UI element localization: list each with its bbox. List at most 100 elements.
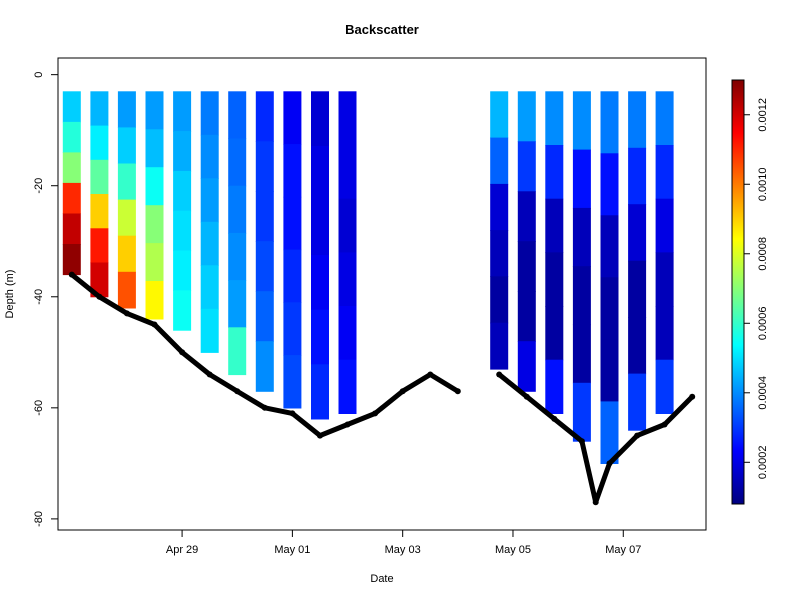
backscatter-profile-1-cell-1	[90, 125, 109, 161]
bottom-depth-point-11	[372, 410, 379, 417]
backscatter-points	[62, 91, 674, 464]
backscatter-profile-16-cell-0	[628, 91, 647, 149]
backscatter-profile-9-cell-1	[311, 145, 329, 202]
backscatter-profile-7-cell-0	[255, 91, 274, 142]
backscatter-profile-12-cell-3	[517, 241, 536, 292]
bottom-depth-point-4	[179, 349, 186, 356]
backscatter-profile-10-cell-0	[338, 91, 357, 146]
backscatter-profile-11-cell-3	[490, 230, 509, 277]
backscatter-profile-12-cell-2	[517, 191, 536, 242]
colorbar: 0.0002 0.0004 0.0006 0.0008 0.0010 0.0012	[731, 79, 769, 505]
backscatter-profile-0-cell-2	[62, 152, 81, 184]
backscatter-profile-7-cell-5	[255, 341, 274, 392]
backscatter-profile-15-cell-3	[600, 277, 619, 340]
backscatter-profile-0-cell-1	[62, 121, 81, 153]
backscatter-profile-3-cell-0	[145, 91, 164, 130]
backscatter-profile-11-cell-4	[490, 276, 509, 324]
backscatter-profile-6-cell-5	[228, 327, 247, 376]
backscatter-profile-1-cell-4	[90, 228, 109, 264]
y-tick-label-0: 0	[33, 72, 45, 78]
backscatter-profile-11-cell-0	[490, 91, 509, 139]
backscatter-profile-3-cell-3	[145, 205, 164, 244]
bottom-depth-point-6	[234, 388, 241, 395]
backscatter-profile-17-cell-1	[655, 145, 674, 200]
backscatter-profile-10-cell-2	[338, 198, 357, 253]
y-tick-label-1: -20	[33, 178, 45, 194]
backscatter-profile-11-cell-5	[490, 322, 509, 370]
backscatter-profile-5-cell-0	[200, 91, 219, 136]
x-tick-label-1: May 01	[274, 544, 310, 556]
backscatter-profile-2-cell-0	[117, 91, 136, 128]
bottom-depth-series	[68, 271, 696, 506]
backscatter-profile-14-cell-3	[572, 266, 591, 326]
backscatter-profile-16-cell-4	[628, 317, 647, 375]
backscatter-profile-8-cell-4	[283, 302, 302, 356]
backscatter-profile-4-cell-5	[173, 290, 192, 331]
backscatter-profile-13-cell-5	[545, 359, 564, 414]
backscatter-profile-13-cell-3	[545, 252, 564, 307]
bottom-depth-point-22	[661, 421, 668, 428]
backscatter-profile-13-cell-1	[545, 145, 564, 200]
backscatter-profile-14-cell-5	[572, 382, 591, 442]
backscatter-profile-12-cell-5	[517, 341, 536, 392]
colorbar-tick-label-2: 0.0006	[757, 306, 769, 340]
backscatter-profile-14-cell-0	[572, 91, 591, 151]
colorbar-tick-label-0: 0.0002	[757, 445, 769, 479]
backscatter-profile-0-cell-5	[62, 244, 81, 276]
backscatter-profile-9-cell-5	[311, 364, 329, 420]
x-axis: Apr 29 May 01 May 03 May 05 May 07	[166, 529, 641, 556]
y-axis-title: Depth (m)	[4, 270, 16, 319]
y-tick-label-3: -60	[33, 400, 45, 416]
backscatter-profile-0-cell-3	[62, 182, 81, 214]
backscatter-profile-15-cell-2	[600, 215, 619, 278]
backscatter-profile-2-cell-3	[117, 199, 136, 237]
backscatter-profile-0-cell-4	[62, 213, 81, 245]
backscatter-profile-10-cell-1	[338, 145, 357, 200]
backscatter-profile-3-cell-5	[145, 281, 164, 320]
backscatter-profile-13-cell-0	[545, 91, 564, 146]
bottom-depth-point-7	[261, 404, 268, 411]
backscatter-profile-15-cell-1	[600, 153, 619, 216]
backscatter-profile-9-cell-0	[311, 91, 329, 147]
backscatter-profile-15-cell-5	[600, 401, 619, 464]
backscatter-profile-5-cell-5	[200, 308, 219, 353]
x-axis-title: Date	[370, 573, 393, 585]
backscatter-profile-14-cell-4	[572, 324, 591, 384]
bottom-depth-point-16	[523, 393, 530, 400]
backscatter-profile-13-cell-2	[545, 198, 564, 253]
backscatter-profile-6-cell-3	[228, 232, 247, 281]
backscatter-profile-13-cell-4	[545, 306, 564, 361]
backscatter-profile-5-cell-3	[200, 221, 219, 266]
y-tick-label-4: -80	[33, 511, 45, 527]
backscatter-profile-4-cell-4	[173, 250, 192, 291]
backscatter-profile-8-cell-1	[283, 144, 302, 198]
x-tick-label-3: May 05	[495, 544, 531, 556]
backscatter-profile-8-cell-0	[283, 91, 302, 145]
x-tick-label-4: May 07	[605, 544, 641, 556]
backscatter-profile-15-cell-0	[600, 91, 619, 154]
backscatter-profile-7-cell-1	[255, 141, 274, 192]
bottom-depth-point-13	[427, 371, 434, 378]
y-axis: 0 -20 -40 -60 -80	[33, 72, 59, 527]
backscatter-profile-1-cell-2	[90, 159, 109, 195]
backscatter-profile-5-cell-2	[200, 178, 219, 223]
backscatter-profile-7-cell-4	[255, 291, 274, 342]
bottom-depth-point-21	[634, 432, 641, 439]
backscatter-profile-3-cell-4	[145, 243, 164, 282]
backscatter-profile-12-cell-4	[517, 291, 536, 342]
backscatter-profile-16-cell-3	[628, 260, 647, 318]
backscatter-profile-4-cell-2	[173, 170, 192, 212]
backscatter-profile-11-cell-1	[490, 137, 509, 185]
backscatter-profile-12-cell-1	[517, 141, 536, 192]
backscatter-profile-10-cell-3	[338, 252, 357, 307]
bottom-depth-point-20	[606, 460, 613, 467]
colorbar-tick-label-1: 0.0004	[757, 376, 769, 410]
backscatter-profile-4-cell-1	[173, 131, 192, 172]
backscatter-profile-14-cell-2	[572, 207, 591, 267]
chart-title: Backscatter	[345, 22, 419, 37]
backscatter-profile-14-cell-1	[572, 149, 591, 209]
bottom-depth-point-15	[496, 371, 503, 378]
bottom-depth-point-17	[551, 415, 558, 422]
bottom-depth-point-23	[689, 393, 696, 400]
